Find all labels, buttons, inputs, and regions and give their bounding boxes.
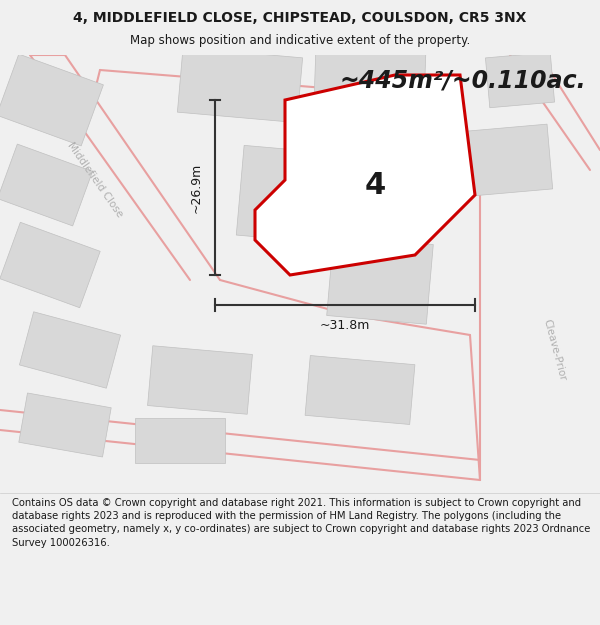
Polygon shape (314, 43, 426, 107)
Text: ~31.8m: ~31.8m (320, 319, 370, 332)
Polygon shape (0, 144, 92, 226)
Polygon shape (327, 236, 433, 324)
Polygon shape (19, 312, 121, 388)
Text: Contains OS data © Crown copyright and database right 2021. This information is : Contains OS data © Crown copyright and d… (12, 498, 590, 548)
Text: Middlefield Close: Middlefield Close (65, 141, 125, 219)
Text: ~445m²/~0.110ac.: ~445m²/~0.110ac. (340, 68, 587, 92)
Text: Map shows position and indicative extent of the property.: Map shows position and indicative extent… (130, 34, 470, 47)
Polygon shape (135, 418, 225, 462)
Polygon shape (0, 54, 103, 146)
Polygon shape (305, 356, 415, 424)
Polygon shape (148, 346, 253, 414)
Polygon shape (255, 75, 475, 275)
Text: 4: 4 (364, 171, 386, 199)
Polygon shape (467, 124, 553, 196)
Polygon shape (178, 48, 302, 122)
Text: ~26.9m: ~26.9m (190, 162, 203, 212)
Polygon shape (485, 52, 554, 107)
Polygon shape (0, 222, 100, 308)
Text: Cleave-Prior: Cleave-Prior (542, 318, 568, 382)
Polygon shape (236, 146, 354, 244)
Text: 4, MIDDLEFIELD CLOSE, CHIPSTEAD, COULSDON, CR5 3NX: 4, MIDDLEFIELD CLOSE, CHIPSTEAD, COULSDO… (73, 11, 527, 25)
Polygon shape (19, 393, 111, 457)
